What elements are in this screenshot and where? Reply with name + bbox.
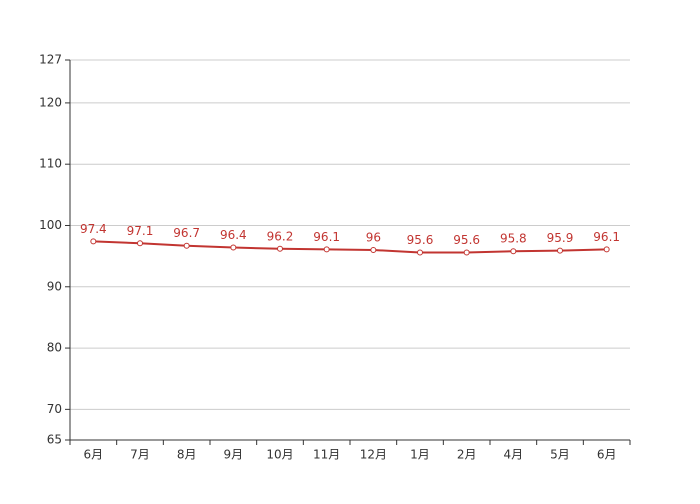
point: [277, 245, 283, 252]
x-tick-label: 8月: [177, 448, 197, 462]
x-tick-label: 4月: [504, 448, 524, 462]
y-tick-label: 65: [47, 433, 62, 447]
point: [323, 246, 330, 253]
data-label: 96.4: [220, 228, 247, 242]
y-tick-label: 127: [39, 53, 62, 67]
point: [557, 247, 563, 254]
point: [137, 240, 143, 247]
x-tick-label: 9月: [224, 448, 244, 462]
point: [603, 246, 610, 253]
point: [230, 244, 237, 251]
data-label: 95.6: [407, 233, 434, 247]
point: [463, 249, 470, 256]
x-tick-label: 6月: [84, 448, 104, 462]
line: [93, 240, 607, 254]
data-label: 97.1: [127, 224, 154, 238]
x-tick-label: 11月: [313, 448, 340, 462]
x-tick-label: 2月: [457, 448, 477, 462]
data-label: 95.8: [500, 232, 527, 246]
x-tick-label: 12月: [360, 448, 387, 462]
data-label: 96: [366, 231, 381, 245]
x-tick-label: 7月: [130, 448, 150, 462]
x-tick-label: 10月: [266, 448, 293, 462]
point: [417, 249, 423, 256]
point: [90, 238, 97, 245]
point: [510, 248, 517, 255]
data-label: 95.6: [453, 233, 480, 247]
data-label: 96.2: [267, 229, 294, 243]
data-label: 96.1: [313, 230, 340, 244]
y-tick-label: 90: [47, 279, 62, 293]
data-label: 96.7: [173, 226, 200, 240]
x-tick-label: 6月: [597, 448, 617, 462]
point: [370, 247, 377, 253]
data-label: 97.4: [80, 222, 107, 236]
x-tick-label: 1月: [410, 448, 430, 462]
data-label: 95.9: [547, 231, 574, 245]
y-tick-label: 80: [47, 341, 62, 355]
y-tick-label: 70: [47, 402, 62, 416]
data-label: 96.1: [593, 230, 620, 244]
y-tick-label: 120: [39, 95, 62, 109]
x-tick-label: 5月: [550, 448, 570, 462]
y-tick-label: 100: [39, 218, 62, 232]
y-tick-label: 110: [39, 157, 62, 171]
point: [183, 242, 190, 249]
